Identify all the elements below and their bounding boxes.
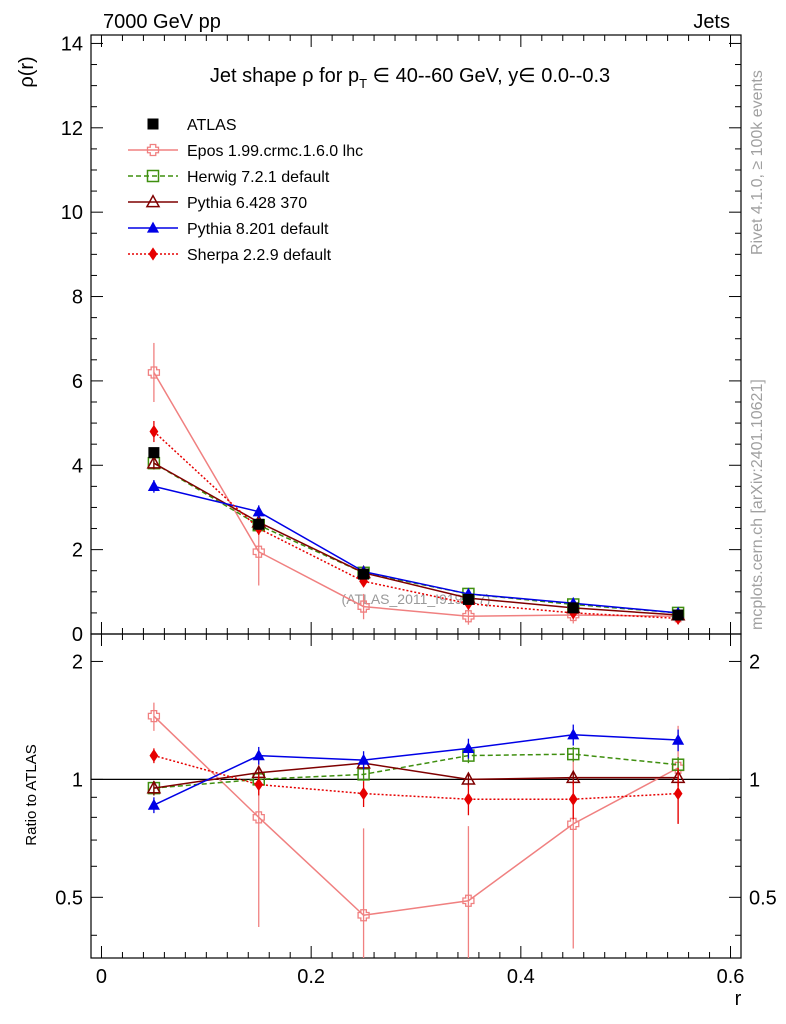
legend-marker-atlas xyxy=(147,118,159,130)
y-tick-label: 4 xyxy=(72,455,83,477)
series-line-pythia-8-201-default xyxy=(153,485,679,614)
point-epos-1-99-crmc-1-6-0-lhc xyxy=(147,366,161,379)
legend-marker-sherpa-2-2-9-default xyxy=(148,247,158,261)
series-line-pythia-6-428-370 xyxy=(153,462,679,616)
series-line-epos-1-99-crmc-1-6-0-lhc xyxy=(153,372,679,618)
legend-marker-pythia-8-201-default xyxy=(146,221,160,233)
ratio-point-epos-1-99-crmc-1-6-0-lhc xyxy=(357,909,370,922)
point-pythia-6-428-370 xyxy=(146,455,162,469)
point-epos-1-99-crmc-1-6-0-lhc xyxy=(252,545,265,558)
ratio-point-epos-1-99-crmc-1-6-0-lhc xyxy=(462,894,475,907)
y-tick-label: 8 xyxy=(72,287,83,309)
ratio-point-pythia-8-201-default xyxy=(672,733,685,745)
x-tick-label: 0 xyxy=(96,966,107,988)
y-tick-label: 12 xyxy=(61,118,83,140)
point-atlas xyxy=(253,518,265,530)
x-axis-label: r xyxy=(735,988,742,1010)
point-atlas xyxy=(148,447,160,459)
x-tick-label: 0.6 xyxy=(717,966,745,988)
point-pythia-8-201-default xyxy=(147,480,160,492)
point-epos-1-99-crmc-1-6-0-lhc xyxy=(357,600,370,613)
legend-label-sherpa-2-2-9-default: Sherpa 2.2.9 default xyxy=(187,247,332,264)
ratio-point-pythia-8-201-default xyxy=(357,753,370,765)
y-tick-label: 14 xyxy=(61,33,83,55)
y-tick-label: 2 xyxy=(72,540,83,562)
ratio-point-pythia-8-201-default xyxy=(252,749,265,761)
legend-label-atlas: ATLAS xyxy=(187,117,237,134)
legend-marker-herwig-7-2-1-default xyxy=(146,169,160,183)
ratio-point-sherpa-2-2-9-default xyxy=(568,792,578,806)
ratio-line-pythia-6-428-370 xyxy=(153,762,679,789)
ratio-y-tick-label-right: 0.5 xyxy=(749,887,777,909)
legend-marker-pythia-6-428-370 xyxy=(145,194,161,208)
series-line-sherpa-2-2-9-default xyxy=(153,430,679,620)
point-atlas xyxy=(567,602,579,614)
side-label-source: mcplots.cern.ch [arXiv:2401.10621] xyxy=(749,379,766,630)
ratio-point-sherpa-2-2-9-default xyxy=(359,786,368,801)
main-plot-area: 0 2 4 6 8 10 12 14 xyxy=(61,33,742,646)
x-tick-label: 0.2 xyxy=(297,966,325,988)
ratio-point-pythia-8-201-default xyxy=(462,742,475,754)
ratio-y-tick-label: 2 xyxy=(72,651,83,673)
ratio-line-pythia-8-201-default xyxy=(153,733,679,806)
y-tick-label: 0 xyxy=(72,624,83,646)
point-sherpa-2-2-9-default xyxy=(149,424,159,439)
ratio-y-axis-label: Ratio to ATLAS xyxy=(23,744,40,845)
side-label-version: Rivet 4.1.0, ≥ 100k events xyxy=(749,70,766,255)
legend-marker-epos-1-99-crmc-1-6-0-lhc xyxy=(146,143,160,157)
ratio-point-epos-1-99-crmc-1-6-0-lhc xyxy=(252,811,265,824)
ratio-point-pythia-8-201-default xyxy=(567,728,580,740)
point-epos-1-99-crmc-1-6-0-lhc xyxy=(462,610,475,623)
legend-label-pythia-8-201-default: Pythia 8.201 default xyxy=(187,221,329,238)
point-atlas xyxy=(672,609,684,621)
legend-label-pythia-6-428-370: Pythia 6.428 370 xyxy=(187,195,307,212)
legend-label-herwig-7-2-1-default: Herwig 7.2.1 default xyxy=(187,169,330,186)
ratio-point-epos-1-99-crmc-1-6-0-lhc xyxy=(147,710,161,723)
x-tick-label: 0.4 xyxy=(507,966,535,988)
ratio-y-tick-label-right: 2 xyxy=(749,651,760,673)
point-atlas xyxy=(462,593,474,605)
ratio-point-sherpa-2-2-9-default xyxy=(673,786,683,801)
ratio-point-herwig-7-2-1-default xyxy=(567,747,580,761)
legend-label-epos-1-99-crmc-1-6-0-lhc: Epos 1.99.crmc.1.6.0 lhc xyxy=(187,143,363,160)
ratio-point-pythia-6-428-370 xyxy=(461,771,476,785)
point-pythia-8-201-default xyxy=(252,505,265,517)
ratio-y-tick-label-right: 1 xyxy=(749,769,760,791)
y-tick-label: 10 xyxy=(61,202,83,224)
ratio-point-sherpa-2-2-9-default xyxy=(464,792,473,806)
point-atlas xyxy=(358,568,370,580)
ratio-point-pythia-8-201-default xyxy=(147,798,160,810)
ratio-point-sherpa-2-2-9-default xyxy=(149,748,159,763)
y-tick-label: 6 xyxy=(72,371,83,393)
ratio-point-sherpa-2-2-9-default xyxy=(254,777,264,792)
ratio-point-pythia-6-428-370 xyxy=(146,780,162,794)
main-y-axis-label: ρ(r) xyxy=(16,56,38,87)
legend: ATLAS Epos 1.99.crmc.1.6.0 lhc Herwig 7.2.… xyxy=(128,117,363,264)
ratio-line-sherpa-2-2-9-default xyxy=(153,754,679,800)
ratio-y-tick-label: 1 xyxy=(72,769,83,791)
ratio-point-epos-1-99-crmc-1-6-0-lhc xyxy=(567,817,580,830)
ratio-y-tick-label: 0.5 xyxy=(55,887,83,909)
chart-title: Jet shape ρ for pT ∈ 40--60 GeV, y∈ 0.0-… xyxy=(210,65,610,91)
header-left-label: 7000 GeV pp xyxy=(103,11,221,33)
header-right-label: Jets xyxy=(693,11,730,33)
ratio-plot-area: 0 0.2 0.4 0.6 0.5 0.5 1 1 2 2 xyxy=(55,633,777,988)
ratio-line-epos-1-99-crmc-1-6-0-lhc xyxy=(153,715,679,917)
